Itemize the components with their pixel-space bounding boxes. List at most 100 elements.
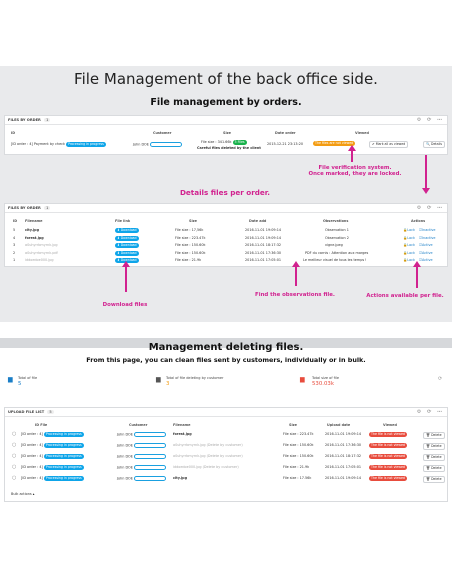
customer-email-field	[133, 443, 166, 448]
toggle-active-button[interactable]: ☑Inactive	[419, 235, 436, 240]
arrow-download	[122, 261, 130, 292]
file-size: File size : 17.56k	[283, 476, 312, 480]
panel-count: 1	[44, 206, 51, 210]
col-size[interactable]: Size	[223, 131, 231, 135]
download-button[interactable]: ⬇ Download	[115, 258, 139, 263]
col-link[interactable]: File link	[115, 219, 131, 223]
customer-email-field	[133, 465, 166, 470]
order-id: [ID order : 4] Processing in progress	[21, 476, 84, 481]
stat-deleted-files: Total of file deleting by customer 3	[166, 376, 224, 387]
panel-title: UPLOAD FILE LIST	[8, 410, 45, 414]
delete-button[interactable]: 🗑 Delete	[423, 454, 445, 461]
orders-panel: FILES BY ORDER 1 ⚙ ⟳ ⋯ ID Customer Size …	[4, 115, 448, 155]
col-customer[interactable]: Customer	[153, 131, 172, 135]
col-filename[interactable]: Filename	[173, 423, 191, 427]
refresh-icon[interactable]: ⟳	[438, 376, 443, 382]
download-button[interactable]: ⬇ Download	[115, 228, 139, 233]
col-date[interactable]: Upload date	[327, 423, 351, 427]
stat-total-files: Total of file 5	[18, 376, 38, 387]
arrow-details	[422, 155, 430, 194]
observation: vigne.jpeg	[325, 243, 343, 247]
row-checkbox[interactable]: ○	[12, 453, 17, 459]
col-size[interactable]: Size	[189, 219, 197, 223]
filename: city.jpg	[25, 228, 39, 232]
panel-tools[interactable]: ⚙ ⟳ ⋯	[416, 205, 444, 211]
download-button[interactable]: ⬇ Download	[115, 243, 139, 248]
col-id[interactable]: ID	[13, 219, 18, 223]
not-viewed-badge: The file is not viewed	[369, 476, 407, 481]
trash-icon: ▆	[156, 376, 161, 383]
delete-button[interactable]: 🗑 Delete	[423, 465, 445, 472]
col-id[interactable]: ID File	[35, 423, 48, 427]
delete-button[interactable]: 🗑 Delete	[423, 443, 445, 450]
panel-count: 1	[44, 118, 51, 122]
lock-button[interactable]: 🔒Lock	[403, 250, 415, 255]
col-actions[interactable]: Actions	[411, 219, 426, 223]
details-panel-header: FILES BY ORDER 1 ⚙ ⟳ ⋯	[5, 204, 447, 213]
not-viewed-badge: The files are not viewed	[313, 141, 356, 146]
size-icon: ▆	[300, 376, 305, 383]
row-checkbox[interactable]: ○	[12, 475, 17, 481]
date-add: 2016-11-01 19:09:14	[245, 228, 282, 232]
customer-email-field	[133, 476, 166, 481]
customer-cell: John DOE	[117, 476, 166, 481]
arrow-observations	[292, 261, 300, 286]
row-checkbox[interactable]: ○	[12, 464, 17, 470]
panel-tools[interactable]: ⚙ ⟳ ⋯	[416, 409, 444, 415]
status-badge: Processing in progress	[43, 454, 84, 459]
col-size[interactable]: Size	[289, 423, 297, 427]
col-viewed[interactable]: Viewed	[383, 423, 397, 427]
file-icon: ▆	[8, 376, 13, 383]
filename: a0uhyrrbmyrnk.jpg (Delete by customer)	[173, 443, 243, 447]
lock-button[interactable]: 🔒Lock	[403, 235, 415, 240]
toggle-active-button[interactable]: ☑Active	[419, 243, 433, 247]
toggle-active-button[interactable]: ☑Active	[419, 258, 433, 262]
col-filename[interactable]: Filename	[25, 219, 43, 223]
not-viewed-badge: The file is not viewed	[369, 454, 407, 459]
verification-note: File verification system. Once marked, t…	[308, 165, 402, 177]
details-files-title: Details files per order.	[179, 188, 271, 197]
customer-cell: John DOE	[117, 443, 166, 448]
customer-email-field	[133, 454, 166, 459]
bulk-actions-button[interactable]: Bulk actions ▴	[11, 492, 35, 496]
lock-button[interactable]: 🔒Lock	[403, 228, 415, 232]
orders-panel-header: FILES BY ORDER 1 ⚙ ⟳ ⋯	[5, 116, 447, 125]
row-checkbox[interactable]: ○	[12, 442, 17, 448]
mark-viewed-button[interactable]: ✔ Mark all as viewed	[369, 141, 409, 148]
customer-cell: John DOE	[117, 454, 166, 459]
filename: a0uhyrrbmyrnk.jpg (Delete by customer)	[173, 454, 243, 458]
observations-note: Find the observations file.	[255, 292, 335, 298]
files-badge: 3 Files	[232, 140, 247, 145]
lock-button[interactable]: 🔒Lock	[403, 243, 415, 247]
col-date[interactable]: Date add	[249, 219, 267, 223]
order-id: [ID order : 4] Processing in progress	[21, 443, 84, 448]
filename: forest.jpg	[25, 235, 44, 240]
col-viewed[interactable]: Viewed	[355, 131, 369, 135]
panel-tools[interactable]: ⚙ ⟳ ⋯	[416, 117, 444, 123]
download-button[interactable]: ⬇ Download	[115, 235, 139, 241]
size-cell: File size : 341.66k 3 Files	[201, 140, 247, 145]
col-customer[interactable]: Customer	[129, 423, 148, 427]
row-checkbox[interactable]: ○	[12, 431, 17, 437]
file-size: File size : 150.60k	[283, 443, 314, 447]
col-observations[interactable]: Observations	[323, 219, 349, 223]
col-id[interactable]: ID	[11, 131, 16, 135]
date-add: 2016-11-01 17:05:01	[245, 258, 282, 262]
col-date[interactable]: Date order	[275, 131, 296, 135]
toggle-active-button[interactable]: ☑Inactive	[419, 228, 436, 232]
date-add: 2016-11-01 19:09:14	[245, 235, 282, 240]
details-button[interactable]: 🔍 Details	[423, 141, 446, 148]
toggle-active-button[interactable]: ☑Active	[419, 250, 433, 255]
upload-date: 2016-11-01 17:36:30	[325, 443, 362, 447]
lock-button[interactable]: 🔒Lock	[403, 258, 415, 262]
delete-button[interactable]: 🗑 Delete	[423, 432, 445, 439]
filename: a0uhyrrbmyrnk.jpg	[25, 243, 58, 247]
download-button[interactable]: ⬇ Download	[115, 250, 139, 256]
delete-button[interactable]: 🗑 Delete	[423, 476, 445, 483]
upload-panel: UPLOAD FILE LIST 5 ⚙ ⟳ ⋯ ID File Custome…	[4, 407, 448, 502]
status-badge: Processing in progress	[43, 465, 84, 470]
date-add: 2016-11-01 17:36:30	[245, 250, 282, 255]
not-viewed-badge: The file is not viewed	[369, 443, 407, 448]
filename: iddoedoe000.jpg	[25, 258, 54, 262]
date-cell: 2015-12-21 23:13:20	[267, 142, 304, 146]
